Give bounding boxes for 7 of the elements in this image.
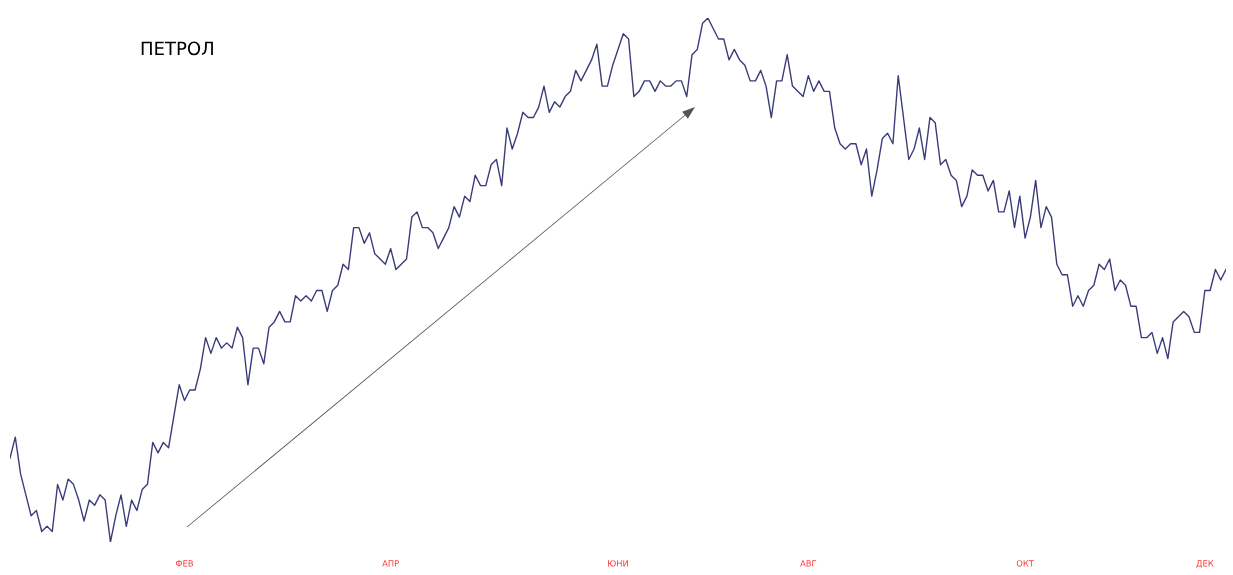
x-tick-label: ФЕВ — [175, 560, 193, 567]
text: ПЕТРОЛ — [141, 41, 213, 56]
x-tick-label: ДЕК — [1196, 560, 1214, 568]
x-tick-label: ОКТ — [1016, 560, 1034, 567]
x-tick-label: АПР — [382, 560, 399, 567]
x-tick-label: ЮНИ — [608, 560, 628, 567]
x-tick-label: АВГ — [800, 560, 817, 567]
